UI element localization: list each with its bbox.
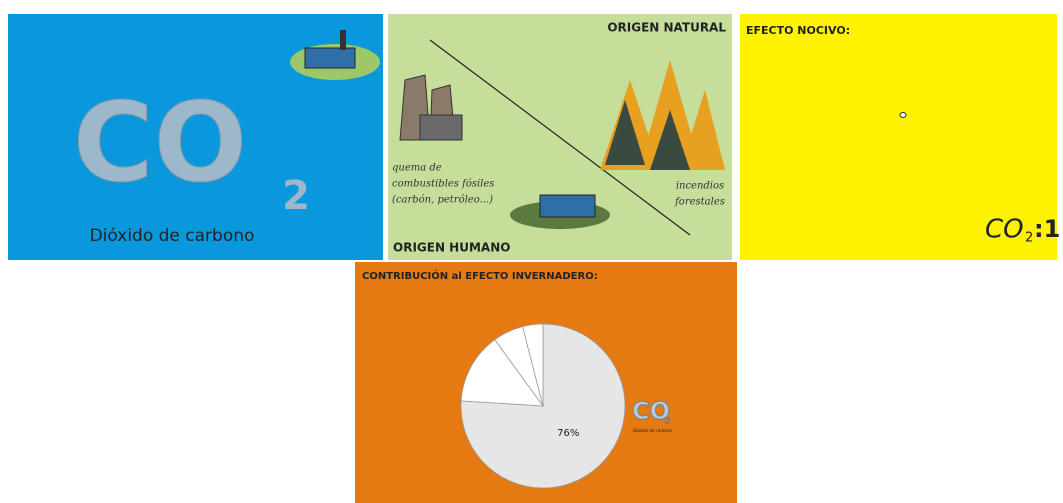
decor — [305, 48, 355, 68]
caption: Dióxido de carbono — [90, 226, 255, 246]
formula: CO — [73, 78, 247, 206]
title: EFECTO NOCIVO: — [746, 24, 850, 37]
page: CO 2 Dióxido de carbono ORIGEN NATURAL O… — [0, 0, 1063, 503]
suffix: :1 — [1034, 215, 1060, 243]
logo-caption: Dióxido de carbono — [633, 428, 672, 433]
human-text: (carbón, petróleo...) — [392, 195, 493, 206]
slides: CO 2 Dióxido de carbono ORIGEN NATURAL O… — [0, 0, 1063, 503]
subscript: 2 — [282, 173, 310, 219]
decor — [540, 195, 595, 217]
title-bottom: ORIGEN HUMANO — [393, 241, 510, 255]
human-text: combustibles fósiles — [392, 179, 494, 190]
logo-subscript: 2 — [664, 416, 671, 427]
title-top: ORIGEN NATURAL — [607, 21, 726, 35]
natural-text: forestales — [674, 197, 725, 208]
human-text: quema de — [392, 163, 442, 174]
pie-label: 76% — [557, 428, 579, 439]
natural-text: incendios — [676, 181, 724, 192]
title: CONTRIBUCIÓN al EFECTO INVERNADERO: — [362, 269, 598, 282]
decor — [420, 115, 462, 140]
formula: CO — [985, 215, 1024, 245]
subscript: 2 — [1025, 231, 1033, 246]
decor — [340, 30, 346, 50]
decor — [900, 113, 906, 118]
